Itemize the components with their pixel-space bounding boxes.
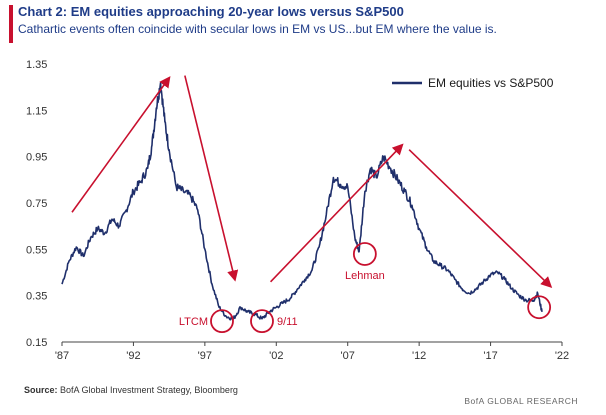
x-tick-label: '87 xyxy=(55,350,69,362)
x-tick-label: '92 xyxy=(126,350,140,362)
x-tick-label: '12 xyxy=(412,350,426,362)
chart-area: 0.15 0.35 0.55 0.75 0.95 1.15 1.35 '87 '92 '97 '02… xyxy=(26,59,569,362)
trend-arrow xyxy=(71,76,171,213)
chart-subtitle: Cathartic events often coincide with sec… xyxy=(18,22,497,36)
x-tick-label: '97 xyxy=(198,350,212,362)
chart-title: Chart 2: EM equities approaching 20-year… xyxy=(18,4,404,19)
annotation-circle xyxy=(250,309,274,334)
annotation-label: LTCM xyxy=(179,316,208,328)
annotation-circle xyxy=(352,242,377,266)
y-tick-label: 0.15 xyxy=(26,337,47,349)
annotation-circle xyxy=(527,295,552,320)
y-tick-label: 0.95 xyxy=(26,152,47,164)
series-line-em-vs-sp500 xyxy=(61,81,543,321)
y-tick-label: 0.55 xyxy=(26,244,47,256)
legend-label: EM equities vs S&P500 xyxy=(428,76,554,90)
annotation-label: Lehman xyxy=(345,270,385,282)
y-tick-label: 0.35 xyxy=(26,291,47,303)
x-tick-label: '17 xyxy=(483,350,497,362)
x-tick-label: '22 xyxy=(555,350,569,362)
source-label: Source: xyxy=(24,385,58,395)
source-text: BofA Global Investment Strategy, Bloombe… xyxy=(57,385,238,395)
y-tick-label: 1.35 xyxy=(26,59,47,71)
title-accent-bar xyxy=(9,5,13,43)
x-tick-label: '07 xyxy=(341,350,355,362)
brand-label: BofA GLOBAL RESEARCH xyxy=(464,396,578,406)
y-tick-label: 0.75 xyxy=(26,198,47,210)
trend-arrow xyxy=(269,143,404,283)
x-tick-label: '02 xyxy=(269,350,283,362)
annotation-label: 9/11 xyxy=(277,316,298,328)
trend-arrow xyxy=(184,75,239,282)
annotation-circle xyxy=(210,309,234,334)
y-tick-label: 1.15 xyxy=(26,105,47,117)
trend-arrow xyxy=(408,149,553,288)
source-note: Source: BofA Global Investment Strategy,… xyxy=(24,385,238,395)
